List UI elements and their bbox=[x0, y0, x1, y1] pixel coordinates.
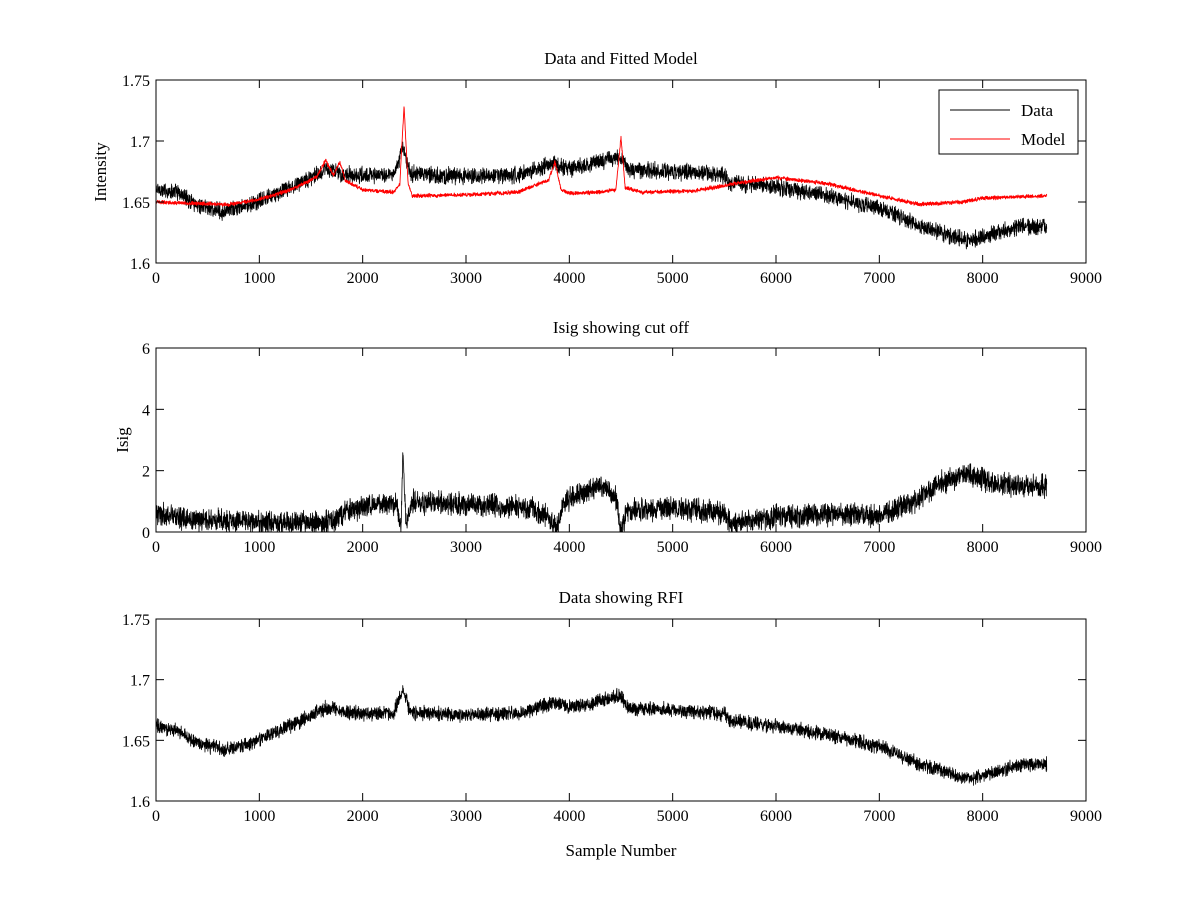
panel-3-title: Data showing RFI bbox=[559, 588, 684, 607]
y-tick-label: 1.6 bbox=[130, 256, 150, 273]
x-tick-label: 8000 bbox=[967, 808, 999, 825]
panel-2-ylabel: Isig bbox=[113, 427, 132, 453]
panel-2-axes-frame bbox=[155, 347, 1087, 533]
x-tick-label: 7000 bbox=[863, 808, 895, 825]
model-series-line bbox=[155, 106, 1048, 207]
x-tick-label: 3000 bbox=[450, 539, 482, 556]
panel-1-ticks: 0 1000 2000 3000 4000 5000 6000 7000 8000 9000 1.6… bbox=[122, 73, 1102, 287]
panel-1-series-layer bbox=[155, 106, 1048, 250]
x-tick-label: 6000 bbox=[760, 539, 792, 556]
x-tick-label: 9000 bbox=[1070, 808, 1102, 825]
y-tick-label: 0 bbox=[142, 525, 150, 542]
panel-3-ticks: 0 1000 2000 3000 4000 5000 6000 7000 8000 9000 1.6… bbox=[122, 612, 1102, 825]
panel-3-xlabel: Sample Number bbox=[566, 841, 677, 860]
panel-2-series-layer bbox=[155, 452, 1048, 533]
y-tick-label: 1.65 bbox=[122, 733, 150, 750]
series-line bbox=[155, 685, 1048, 786]
x-tick-label: 9000 bbox=[1070, 539, 1102, 556]
panel-2-ticks: 0 1000 2000 3000 4000 5000 6000 7000 8000 9000 0 2 4… bbox=[142, 341, 1102, 556]
y-tick-label: 1.7 bbox=[130, 134, 150, 151]
panel-data-showing-rfi: Data showing RFI Sample Number 0 1000 2000… bbox=[122, 588, 1102, 860]
x-tick-label: 3000 bbox=[450, 270, 482, 287]
x-tick-label: 7000 bbox=[863, 270, 895, 287]
legend-data-label: Data bbox=[1021, 101, 1054, 120]
x-tick-label: 1000 bbox=[243, 808, 275, 825]
x-tick-label: 5000 bbox=[657, 270, 689, 287]
x-tick-label: 1000 bbox=[243, 539, 275, 556]
x-tick-label: 3000 bbox=[450, 808, 482, 825]
x-tick-label: 2000 bbox=[347, 270, 379, 287]
panel-3-axes-frame bbox=[155, 618, 1087, 802]
x-tick-label: 6000 bbox=[760, 270, 792, 287]
x-tick-label: 2000 bbox=[347, 539, 379, 556]
x-tick-label: 4000 bbox=[553, 808, 585, 825]
y-tick-label: 1.75 bbox=[122, 73, 150, 90]
y-tick-label: 1.65 bbox=[122, 195, 150, 212]
x-tick-label: 0 bbox=[152, 539, 160, 556]
x-tick-label: 7000 bbox=[863, 539, 895, 556]
panel-isig-showing-cut-off: Isig showing cut off Isig 0 1000 2000 3000 4… bbox=[113, 318, 1102, 556]
x-tick-label: 8000 bbox=[967, 270, 999, 287]
y-tick-label: 4 bbox=[142, 402, 150, 419]
y-tick-label: 1.75 bbox=[122, 612, 150, 629]
y-tick-label: 1.6 bbox=[130, 794, 150, 811]
legend-box bbox=[938, 89, 1079, 155]
x-tick-label: 9000 bbox=[1070, 270, 1102, 287]
series-line bbox=[155, 452, 1048, 533]
y-tick-label: 1.7 bbox=[130, 673, 150, 690]
legend-model-label: Model bbox=[1021, 130, 1066, 149]
x-tick-label: 1000 bbox=[243, 270, 275, 287]
x-tick-label: 0 bbox=[152, 270, 160, 287]
y-tick-label: 2 bbox=[142, 464, 150, 481]
panel-1-axes-frame bbox=[155, 79, 1087, 264]
panel-3-series-layer bbox=[155, 685, 1048, 786]
x-tick-label: 4000 bbox=[553, 270, 585, 287]
panel-1-ylabel: Intensity bbox=[91, 142, 110, 202]
panel-data-and-fitted-model: Data and Fitted Model Intensity 0 1000 200… bbox=[91, 49, 1102, 287]
panel-2-title: Isig showing cut off bbox=[553, 318, 689, 337]
x-tick-label: 0 bbox=[152, 808, 160, 825]
x-tick-label: 8000 bbox=[967, 539, 999, 556]
x-tick-label: 5000 bbox=[657, 539, 689, 556]
x-tick-label: 6000 bbox=[760, 808, 792, 825]
x-tick-label: 4000 bbox=[553, 539, 585, 556]
x-tick-label: 2000 bbox=[347, 808, 379, 825]
x-tick-label: 5000 bbox=[657, 808, 689, 825]
legend: Data Model bbox=[938, 89, 1079, 155]
panel-1-title: Data and Fitted Model bbox=[544, 49, 698, 68]
y-tick-label: 6 bbox=[142, 341, 150, 358]
